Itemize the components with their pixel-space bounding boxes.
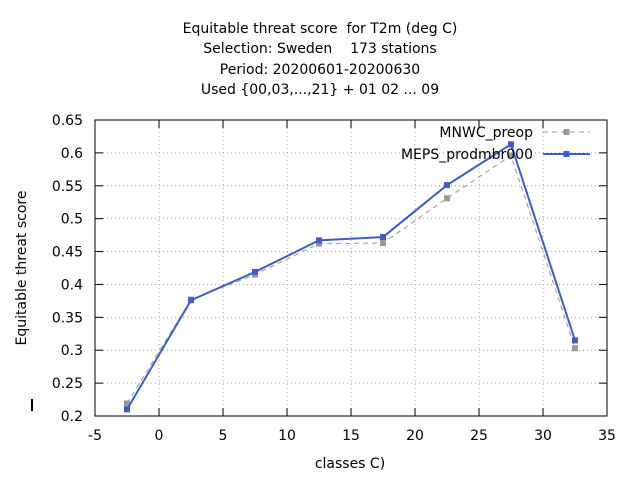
data-point xyxy=(380,240,386,247)
x-axis-label: classes C) xyxy=(314,456,386,472)
y-tick-label: 0.3 xyxy=(61,343,83,359)
y-tick-label: 0.25 xyxy=(52,376,83,392)
series-line xyxy=(126,142,576,410)
data-point xyxy=(572,345,578,352)
y-tick-label: 0.45 xyxy=(52,245,83,261)
data-point xyxy=(508,152,514,159)
data-point xyxy=(316,237,322,244)
series xyxy=(124,141,578,413)
grid xyxy=(95,120,607,416)
series-line xyxy=(126,154,576,404)
x-tick-label: -5 xyxy=(88,428,102,444)
chart-title-line-4: Used {00,03,...,21} + 01 02 ... 09 xyxy=(200,82,440,98)
y-tick-label: 0.2 xyxy=(61,409,83,425)
y-axis-label: Equitable threat score xyxy=(14,190,30,346)
data-point xyxy=(444,182,450,189)
legend-label: MEPS_prodmbr000 xyxy=(401,147,533,163)
chart-title-line-1: Equitable threat score for T2m (deg C) xyxy=(182,21,458,37)
y-tick-label: 0.65 xyxy=(52,113,83,129)
legend-swatch-marker xyxy=(563,151,570,157)
x-tick-label: 25 xyxy=(470,428,488,444)
data-point xyxy=(380,234,386,241)
legend: MNWC_preop MEPS_prodmbr000 xyxy=(401,125,590,163)
data-point xyxy=(124,400,130,407)
x-tick-label: 35 xyxy=(598,428,616,444)
axis-ticks: -5 0 5 10 15 20 25 30 35 0.2 0.25 0.3 0.35 0.4 0.45 0.5… xyxy=(52,113,616,444)
data-point xyxy=(444,195,450,202)
x-tick-label: 10 xyxy=(278,428,296,444)
y-tick-label: 0.6 xyxy=(61,146,83,162)
data-point xyxy=(124,406,130,413)
chart-title-line-2: Selection: Sweden 173 stations xyxy=(203,41,437,57)
data-point xyxy=(316,240,322,247)
x-tick-label: 0 xyxy=(155,428,164,444)
y-tick-label: 0.4 xyxy=(61,277,83,293)
data-point xyxy=(252,268,258,275)
data-point xyxy=(572,337,578,344)
legend-label: MNWC_preop xyxy=(439,125,533,141)
chart-title-line-3: Period: 20200601-20200630 xyxy=(219,62,421,78)
data-point xyxy=(188,297,194,304)
x-tick-label: 20 xyxy=(406,428,424,444)
x-tick-label: 5 xyxy=(219,428,228,444)
legend-swatch-marker xyxy=(563,129,570,135)
data-point xyxy=(508,141,514,148)
y-tick-label: 0.35 xyxy=(52,310,83,326)
x-tick-label: 15 xyxy=(342,428,360,444)
y-tick-label: 0.55 xyxy=(52,179,83,195)
y-tick-label: 0.5 xyxy=(61,212,83,228)
x-tick-label: 30 xyxy=(534,428,552,444)
